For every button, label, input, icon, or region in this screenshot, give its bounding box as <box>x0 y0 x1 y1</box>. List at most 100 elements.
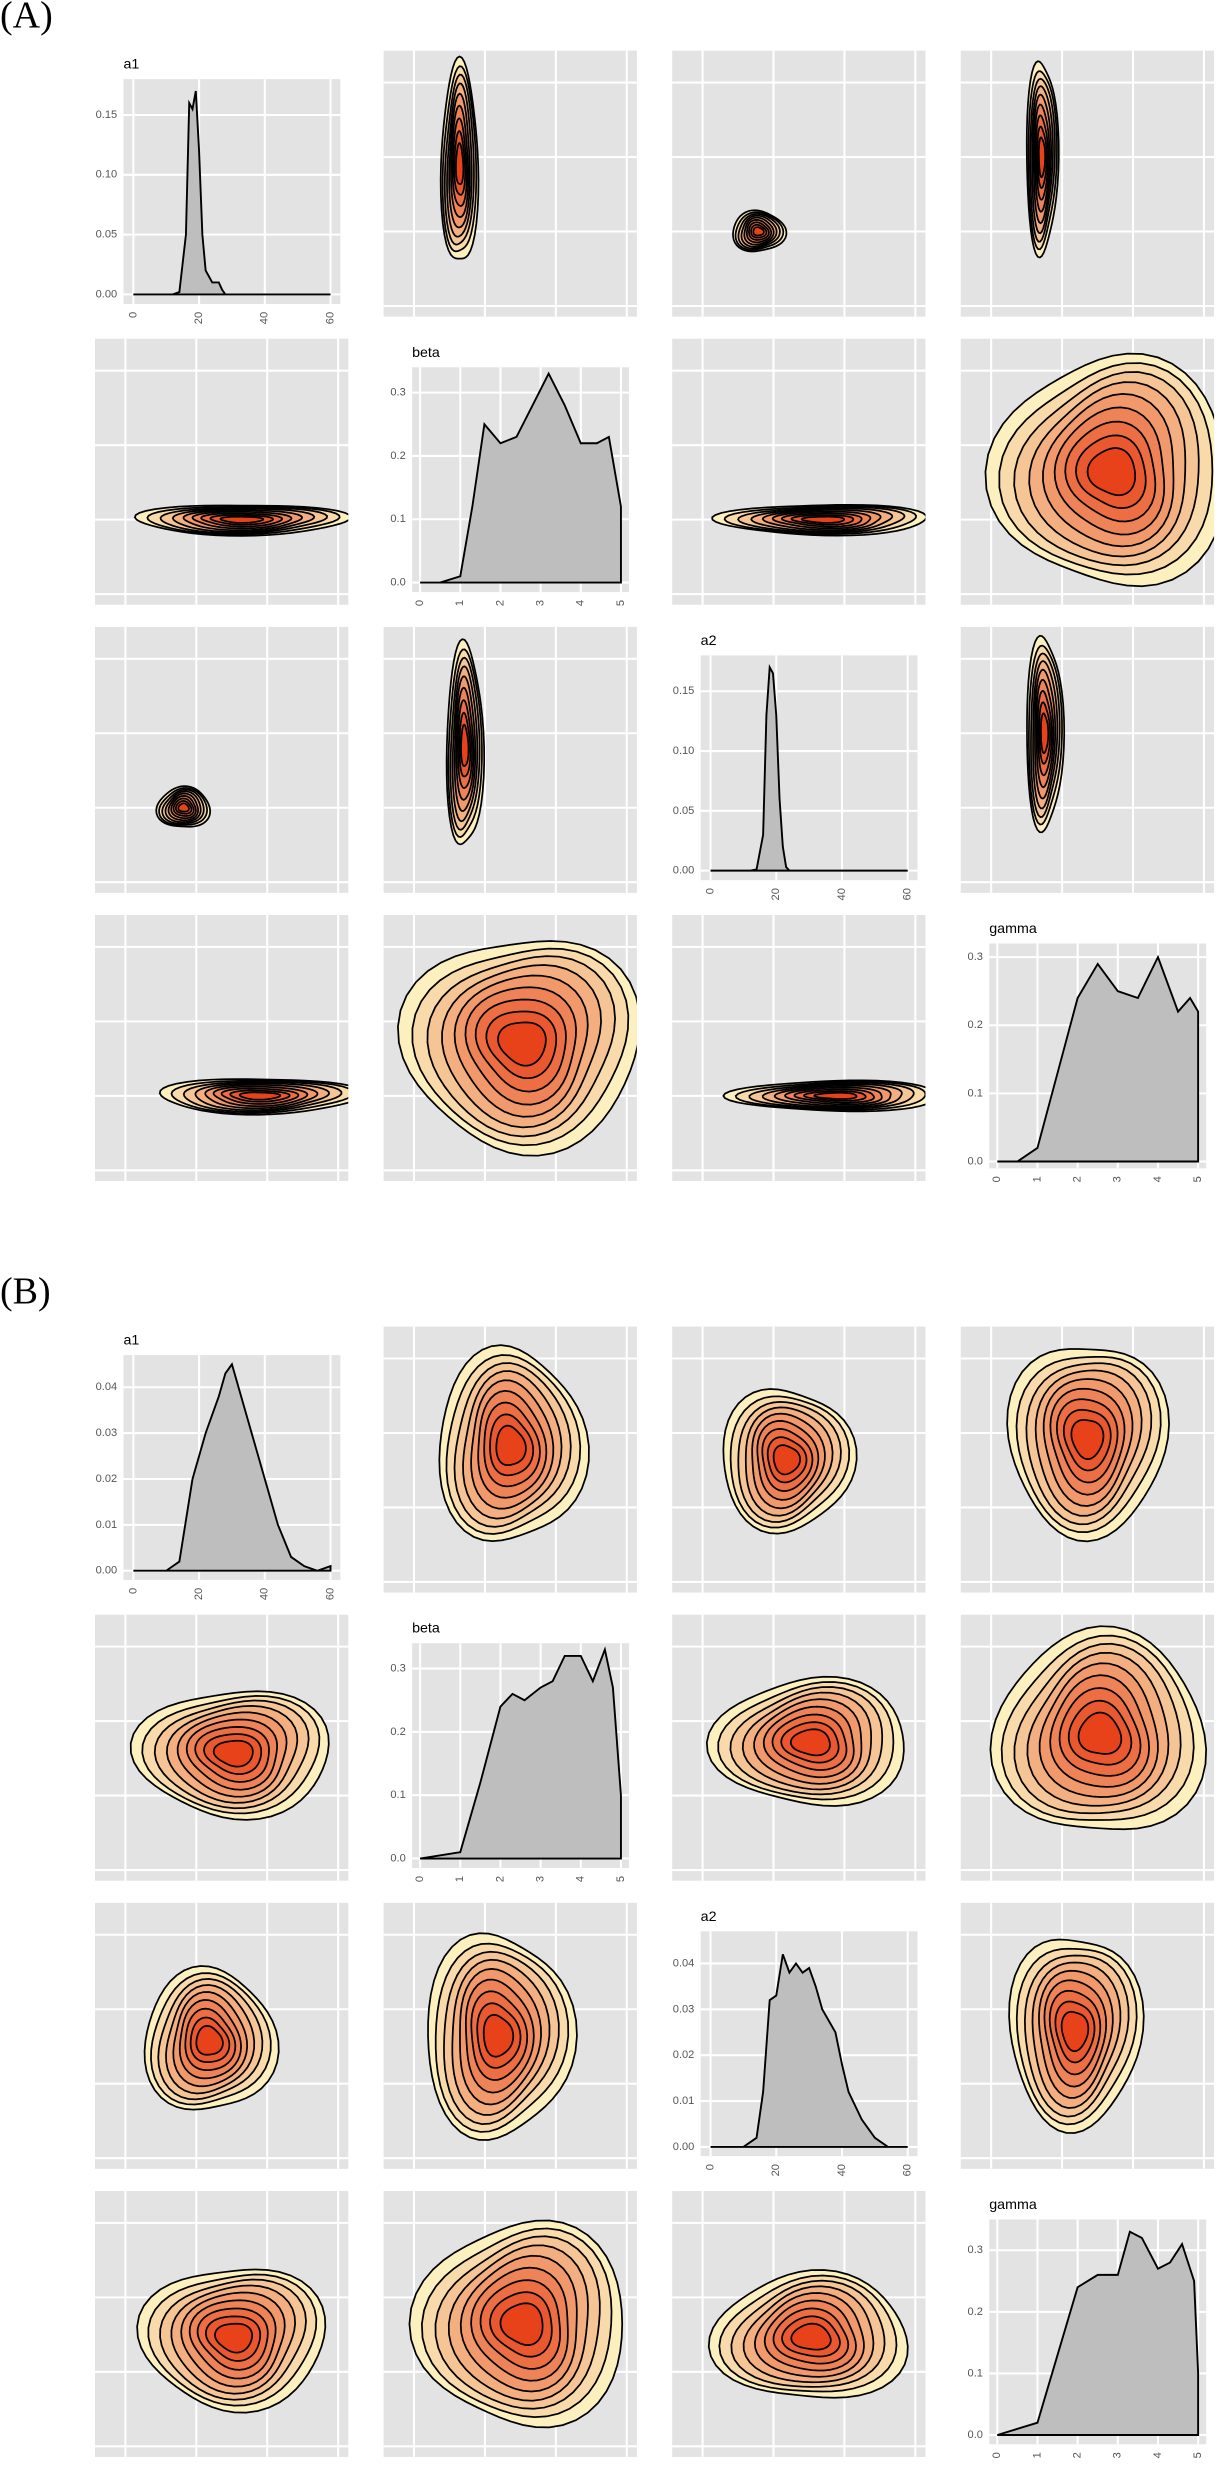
contour-level <box>790 2322 832 2351</box>
y-tick-label: 0.00 <box>96 288 118 300</box>
x-tick-label: 60 <box>324 312 336 324</box>
y-tick-label: 0.10 <box>96 169 118 181</box>
contours <box>427 1932 578 2141</box>
contour-level <box>497 1021 547 1067</box>
y-tick-label: 0.05 <box>96 229 118 241</box>
x-tick-label: 40 <box>259 1588 271 1600</box>
contour-level <box>752 226 765 237</box>
contours <box>1008 1938 1145 2134</box>
contour-level <box>219 515 265 524</box>
y-tick-label: 0.3 <box>390 387 405 399</box>
contours <box>158 1078 349 1116</box>
x-tick-label: 0 <box>127 312 139 318</box>
contours <box>989 1625 1208 1831</box>
contour-level <box>1037 136 1047 179</box>
plot-background <box>700 655 918 881</box>
contours <box>133 504 349 537</box>
pair-panel <box>383 1326 637 1593</box>
y-tick-label: 0.01 <box>96 1519 118 1531</box>
pair-panel <box>672 2190 926 2457</box>
contours <box>1026 634 1066 834</box>
contours <box>397 940 637 1157</box>
contours <box>129 1690 330 1821</box>
contours <box>155 785 212 828</box>
x-tick-label: 5 <box>615 1876 627 1882</box>
x-tick-label: 4 <box>1152 2452 1164 2458</box>
panel-background <box>672 50 926 317</box>
contours <box>711 503 926 537</box>
panel-background <box>672 915 926 1181</box>
y-tick-label: 0.1 <box>968 2367 983 2379</box>
contours <box>143 1965 280 2111</box>
density-area <box>710 1953 908 2148</box>
contour-level <box>238 1091 282 1101</box>
pair-panel <box>960 626 1215 893</box>
y-tick-label: 0.0 <box>390 1852 405 1864</box>
x-tick-label: 20 <box>770 888 782 900</box>
x-tick-label: 20 <box>193 1588 205 1600</box>
x-tick-label: 4 <box>575 600 587 606</box>
pair-panel <box>95 626 349 893</box>
y-tick-label: 0.00 <box>96 1565 118 1577</box>
pair-panel <box>95 1614 349 1881</box>
chart-title: a2 <box>701 633 717 649</box>
contours <box>984 352 1215 588</box>
y-tick-label: 0.3 <box>968 951 983 963</box>
x-tick-label: 60 <box>902 2164 914 2176</box>
x-tick-label: 5 <box>615 600 627 606</box>
x-tick-label: 0 <box>991 2452 1003 2458</box>
pair-panel <box>672 915 926 1181</box>
x-tick-label: 2 <box>1072 2452 1084 2458</box>
panel-background <box>95 338 349 605</box>
chart-title: beta <box>412 345 440 361</box>
y-tick-label: 0.04 <box>96 1381 118 1393</box>
pair-panel <box>960 50 1215 317</box>
x-tick-label: 20 <box>193 312 205 324</box>
contours <box>707 2269 909 2399</box>
pair-panel <box>672 1614 926 1881</box>
y-tick-label: 0.0 <box>968 2429 983 2441</box>
contour-level <box>772 1444 802 1476</box>
panel-background <box>95 915 349 1181</box>
chart-title: a1 <box>123 57 139 73</box>
contour-level <box>813 1091 858 1100</box>
y-tick-label: 0.00 <box>673 2141 695 2153</box>
x-tick-label: 5 <box>1192 2452 1204 2458</box>
panel-background <box>960 50 1215 317</box>
panel-background <box>960 626 1215 893</box>
x-tick-label: 60 <box>324 1588 336 1600</box>
panel-label: (B) <box>0 1271 51 1313</box>
contour-level <box>212 1739 254 1768</box>
pair-panel <box>960 1614 1215 1881</box>
chart-title: a1 <box>123 1333 139 1349</box>
contour-level <box>214 2322 254 2354</box>
y-tick-label: 0.03 <box>96 1427 118 1439</box>
x-tick-label: 1 <box>1031 1176 1043 1182</box>
x-tick-label: 1 <box>454 600 466 606</box>
chart-title: gamma <box>989 921 1037 937</box>
density-area <box>133 90 331 296</box>
x-tick-label: 2 <box>1072 1176 1084 1182</box>
x-tick-label: 2 <box>494 1876 506 1882</box>
contour-level <box>177 802 190 813</box>
y-tick-label: 0.1 <box>390 513 405 525</box>
y-tick-label: 0.2 <box>968 2306 983 2318</box>
y-tick-label: 0.3 <box>390 1662 405 1674</box>
contour-level <box>1070 1419 1105 1461</box>
x-tick-label: 20 <box>770 2164 782 2176</box>
x-tick-label: 3 <box>535 600 547 606</box>
panel-background <box>383 50 637 317</box>
contours <box>1025 60 1060 259</box>
chart-title: a2 <box>701 1909 717 1925</box>
plot-background <box>123 79 341 304</box>
x-tick-label: 4 <box>1152 1176 1164 1182</box>
y-tick-label: 0.0 <box>968 1155 983 1167</box>
pair-panel <box>383 915 637 1181</box>
density-area <box>133 1362 332 1572</box>
y-tick-label: 0.2 <box>390 450 405 462</box>
contours <box>445 638 486 846</box>
pair-panel <box>383 2190 637 2457</box>
density-area <box>420 371 622 584</box>
y-tick-label: 0.05 <box>673 805 695 817</box>
